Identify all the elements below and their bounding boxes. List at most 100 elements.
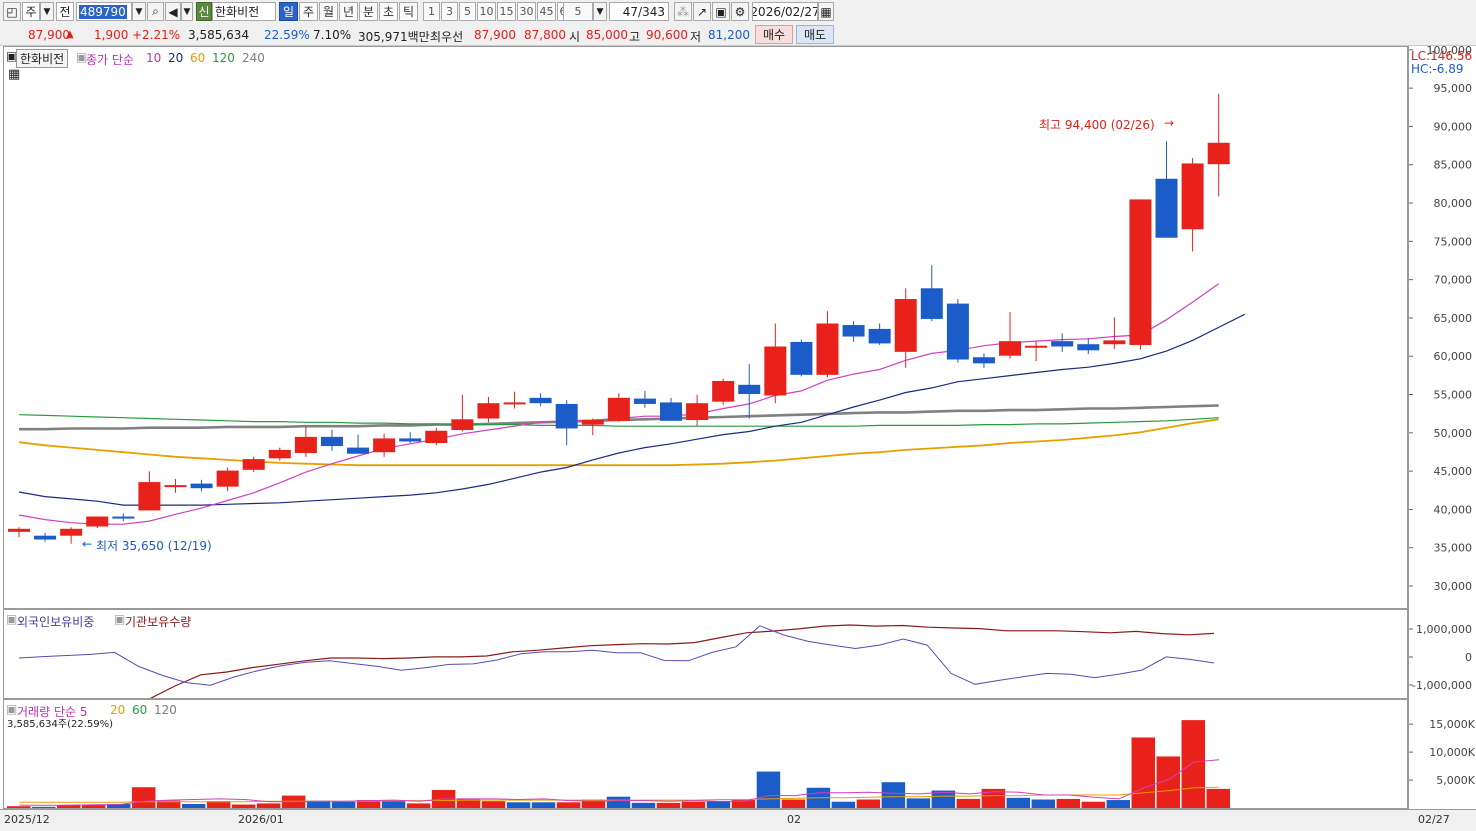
- holding-y-axis-svg: 1,000,000 0 -1,000,000: [1409, 623, 1472, 692]
- market-select-value: 주: [25, 5, 37, 19]
- institution-menu-icon[interactable]: ▣: [114, 612, 126, 626]
- candle-body: [8, 528, 30, 532]
- ma120-line: [18, 414, 1219, 427]
- price-y-tick-label: 65,000: [1434, 312, 1473, 325]
- volume-bar: [481, 801, 506, 808]
- candle-body: [347, 447, 370, 454]
- calendar-icon[interactable]: ▦: [818, 2, 834, 21]
- stock-code-input[interactable]: 489790: [76, 2, 132, 21]
- candle-body: [320, 436, 343, 447]
- stock-name-field[interactable]: 한화비전: [212, 2, 276, 21]
- period-mode-button[interactable]: 전: [56, 2, 74, 21]
- ma-period-60: 60: [190, 51, 206, 65]
- candle-body: [399, 438, 422, 442]
- candle-body: [1129, 199, 1152, 345]
- volume-bar: [131, 787, 156, 808]
- volume-ma20-line: [19, 786, 1220, 803]
- price-panel-title[interactable]: 한화비전: [16, 49, 69, 68]
- volume-bar: [231, 804, 256, 808]
- foreign-ratio-legend: 외국인보유비중: [17, 615, 95, 629]
- price-chart-svg: [8, 93, 1246, 544]
- quote-bar: 87,900 ▲ 1,900 +2.21% 3,585,634 22.59% 7…: [0, 23, 1476, 46]
- volume-bar: [606, 796, 631, 808]
- candle-body: [1025, 345, 1048, 348]
- ma-period-240: 240: [242, 51, 265, 65]
- market-dropdown-icon[interactable]: ▼: [40, 2, 54, 21]
- gear-icon[interactable]: ⚙: [731, 2, 749, 21]
- candle-body: [738, 384, 761, 394]
- minute-option-3[interactable]: 3: [441, 2, 458, 21]
- volume-panel[interactable]: ▣ 거래량 단순 5 20 60 120 3,585,634주(22.59%): [3, 699, 1408, 809]
- period-tab-6[interactable]: 틱: [399, 2, 418, 21]
- holding-panel[interactable]: ▣ 외국인보유비중 ▣ 기관보유수량: [3, 609, 1408, 699]
- minute-option-5[interactable]: 5: [459, 2, 476, 21]
- volume-bar: [381, 801, 406, 808]
- candle-body: [581, 420, 604, 425]
- price-y-tick-label: 40,000: [1434, 503, 1473, 516]
- period-tab-3[interactable]: 년: [339, 2, 358, 21]
- volume-bar: [1006, 797, 1031, 808]
- draw-line-icon[interactable]: ↗: [693, 2, 711, 21]
- holding-y-tick-label: 1,000,000: [1416, 623, 1472, 636]
- count-select[interactable]: 5: [563, 2, 593, 21]
- volume-bar: [1056, 798, 1081, 808]
- volume-bar: [956, 798, 981, 808]
- window-menu-icon[interactable]: ◰: [3, 2, 21, 21]
- price-y-tick-label: 30,000: [1434, 580, 1473, 593]
- volume-bar: [1081, 801, 1106, 808]
- volume-bar: [531, 802, 556, 808]
- price-y-tick-label: 75,000: [1434, 235, 1473, 248]
- candle-body: [112, 516, 135, 519]
- date-input[interactable]: 2026/02/27: [752, 2, 818, 21]
- candle-body: [477, 403, 500, 419]
- indicator-menu-icon[interactable]: ▣: [76, 50, 88, 64]
- period-tab-2[interactable]: 월: [319, 2, 338, 21]
- minute-option-1[interactable]: 1: [423, 2, 440, 21]
- buy-button[interactable]: 매수: [755, 25, 793, 44]
- candle-body: [190, 483, 213, 489]
- volume-bar: [631, 802, 656, 808]
- volume-bar: [456, 798, 481, 808]
- period-tab-1[interactable]: 주: [299, 2, 318, 21]
- pattern-icon[interactable]: ⁂: [674, 2, 692, 21]
- minute-option-45[interactable]: 45: [537, 2, 556, 21]
- volume-bar: [556, 802, 581, 808]
- sell-button[interactable]: 매도: [796, 25, 834, 44]
- candle-body: [1155, 178, 1178, 238]
- candle-body: [946, 303, 969, 360]
- volume-bar: [831, 801, 856, 808]
- save-icon[interactable]: ▣: [712, 2, 730, 21]
- institution-qty-legend: 기관보유수량: [125, 615, 192, 629]
- buy-button-label: 매수: [762, 28, 786, 42]
- period-tab-5[interactable]: 초: [379, 2, 398, 21]
- volume-bar: [731, 800, 756, 808]
- volume-y-tick-label: 15,000K: [1429, 718, 1475, 731]
- candle-body: [138, 482, 161, 511]
- minute-option-30[interactable]: 30: [517, 2, 536, 21]
- minute-option-10[interactable]: 10: [477, 2, 496, 21]
- volume-bar: [1131, 737, 1156, 808]
- volume-bar: [331, 801, 356, 808]
- panel-menu-icon[interactable]: ▣: [6, 49, 18, 63]
- period-tab-4[interactable]: 분: [359, 2, 378, 21]
- stock-code-value: 489790: [79, 4, 127, 19]
- volume-bar: [206, 801, 231, 808]
- code-dropdown-icon[interactable]: ▼: [132, 2, 146, 21]
- volume-y-tick-label: 10,000K: [1429, 746, 1475, 759]
- minute-option-15[interactable]: 15: [497, 2, 516, 21]
- speaker-dropdown-icon[interactable]: ▼: [181, 2, 193, 21]
- market-select[interactable]: 주: [22, 2, 40, 21]
- holding-menu-icon[interactable]: ▣: [6, 612, 18, 626]
- period-tab-0[interactable]: 일: [279, 2, 298, 21]
- price-chart-panel[interactable]: ▣ 한화비전 ▣ 종가 단순 10 20 60 120 240 ▦ 최고 94,…: [3, 46, 1408, 609]
- candle-body: [790, 341, 813, 375]
- volume-menu-icon[interactable]: ▣: [6, 702, 18, 716]
- candle-body: [503, 402, 526, 405]
- best-ask: 87,900: [474, 28, 516, 42]
- search-icon[interactable]: ⌕: [147, 2, 164, 21]
- count-dropdown-icon[interactable]: ▼: [593, 2, 607, 21]
- table-icon[interactable]: ▦: [8, 67, 21, 82]
- volume-bar: [31, 806, 56, 808]
- institution-qty-line: [149, 624, 1215, 698]
- speaker-icon[interactable]: ◀: [165, 2, 181, 21]
